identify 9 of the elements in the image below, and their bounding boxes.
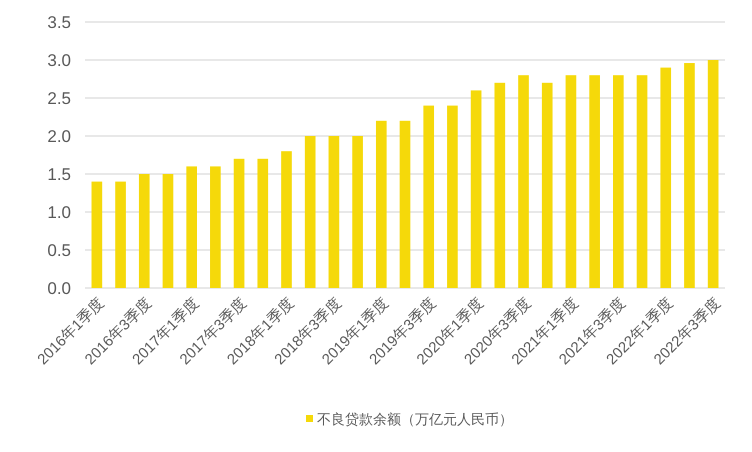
y-tick-label: 2.0 bbox=[47, 127, 71, 146]
y-tick-label: 0.5 bbox=[47, 241, 71, 260]
y-tick-label: 3.5 bbox=[47, 13, 71, 32]
legend-label: 不良贷款余额（万亿元人民币） bbox=[317, 411, 513, 427]
y-tick-label: 1.5 bbox=[47, 165, 71, 184]
y-tick-label: 0.0 bbox=[47, 279, 71, 298]
y-tick-label: 3.0 bbox=[47, 51, 71, 70]
y-tick-label: 1.0 bbox=[47, 203, 71, 222]
y-tick-label: 2.5 bbox=[47, 89, 71, 108]
